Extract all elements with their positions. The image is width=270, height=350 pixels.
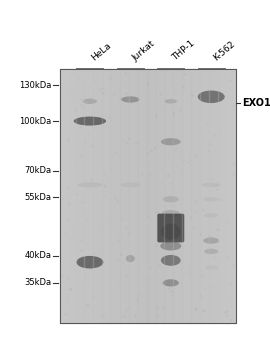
Ellipse shape [164,99,177,104]
Text: 100kDa: 100kDa [19,117,51,126]
Text: 35kDa: 35kDa [24,278,51,287]
Ellipse shape [161,255,181,266]
Ellipse shape [162,210,180,217]
Ellipse shape [83,99,97,104]
Ellipse shape [204,213,218,218]
Ellipse shape [76,256,103,268]
Ellipse shape [198,91,225,103]
Ellipse shape [203,237,219,244]
Text: K-562: K-562 [211,40,236,63]
Bar [60,69,235,323]
Ellipse shape [160,241,181,251]
Ellipse shape [206,286,217,289]
Text: EXO1: EXO1 [242,98,270,108]
Text: 40kDa: 40kDa [24,251,51,260]
Ellipse shape [163,196,179,202]
Text: 70kDa: 70kDa [24,166,51,175]
Text: 130kDa: 130kDa [19,80,51,90]
Ellipse shape [121,96,139,103]
Ellipse shape [205,265,218,270]
Ellipse shape [163,279,179,286]
Ellipse shape [120,183,140,187]
Text: THP-1: THP-1 [171,39,197,63]
Ellipse shape [204,249,218,254]
Text: Jurkat: Jurkat [130,39,156,63]
Text: 55kDa: 55kDa [24,193,51,202]
FancyBboxPatch shape [157,214,184,243]
Ellipse shape [77,182,103,188]
Text: HeLa: HeLa [90,41,113,63]
Ellipse shape [161,138,181,145]
Ellipse shape [161,224,181,240]
Ellipse shape [203,197,219,202]
Ellipse shape [126,255,135,262]
Ellipse shape [74,117,106,126]
Ellipse shape [201,183,221,187]
